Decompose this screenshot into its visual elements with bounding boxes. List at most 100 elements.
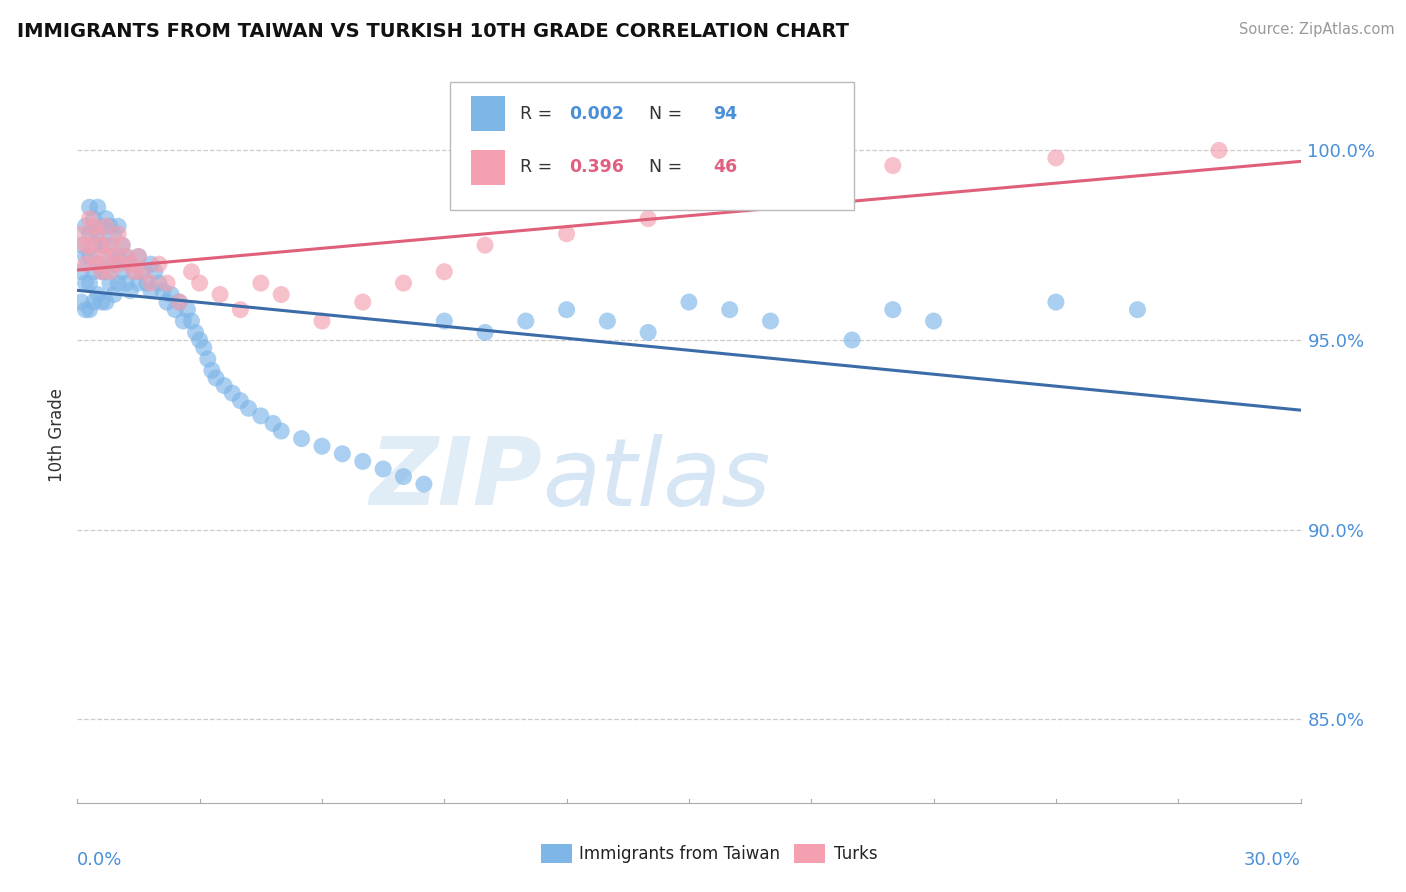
Point (1208, 144, 1230, 158)
Point (169, 295, 191, 310)
Text: 46: 46 (713, 158, 738, 177)
Point (98, 250, 121, 264)
Point (135, 276, 157, 290)
Point (718, 302, 741, 317)
Point (79, 276, 101, 290)
Point (98, 276, 121, 290)
Point (103, 250, 125, 264)
Point (184, 326, 207, 340)
Point (290, 432, 312, 446)
Point (922, 314, 945, 328)
Point (160, 287, 183, 301)
Point (90, 265, 112, 279)
Point (637, 326, 659, 340)
Point (98, 219, 121, 234)
Text: Source: ZipAtlas.com: Source: ZipAtlas.com (1239, 22, 1395, 37)
Point (139, 284, 162, 298)
Text: N =: N = (637, 158, 688, 177)
Point (180, 265, 202, 279)
Point (94, 211, 117, 226)
FancyBboxPatch shape (450, 81, 853, 211)
Point (107, 219, 129, 234)
Point (352, 454, 374, 468)
Point (165, 302, 187, 317)
Text: Immigrants from Taiwan: Immigrants from Taiwan (579, 845, 780, 863)
Point (75, 250, 97, 264)
Point (115, 276, 138, 290)
Point (87, 227, 110, 241)
Point (70, 227, 93, 241)
Point (115, 250, 138, 264)
Point (87, 257, 110, 271)
Point (152, 284, 174, 298)
Text: 94: 94 (713, 104, 738, 123)
Point (94, 219, 117, 234)
Point (250, 409, 273, 423)
Point (1045, 295, 1067, 310)
Point (94, 265, 117, 279)
Point (148, 276, 170, 290)
Point (212, 378, 235, 392)
Text: R =: R = (520, 158, 558, 177)
Point (83, 295, 105, 310)
Point (83, 211, 105, 226)
Point (352, 295, 374, 310)
Point (79, 302, 101, 317)
Point (111, 265, 134, 279)
FancyBboxPatch shape (471, 96, 506, 131)
Point (392, 276, 415, 290)
Point (882, 159, 904, 173)
Point (131, 265, 153, 279)
Point (221, 386, 243, 401)
Point (188, 333, 211, 347)
Point (107, 257, 129, 271)
Point (94, 295, 117, 310)
Point (127, 250, 149, 264)
Point (637, 211, 659, 226)
Point (75, 276, 97, 290)
Point (83, 238, 105, 252)
Point (262, 417, 284, 431)
Point (75, 219, 97, 234)
Point (882, 302, 904, 317)
Point (250, 276, 273, 290)
Point (311, 314, 333, 328)
Text: 0.0%: 0.0% (77, 851, 122, 869)
Point (87, 227, 110, 241)
Point (229, 393, 252, 408)
Point (759, 314, 782, 328)
Text: atlas: atlas (543, 434, 770, 524)
Point (596, 314, 619, 328)
Point (90, 238, 112, 252)
Point (98, 265, 121, 279)
Point (156, 295, 179, 310)
Point (70, 265, 93, 279)
Point (718, 189, 741, 203)
Point (111, 238, 134, 252)
Point (413, 477, 436, 491)
Point (515, 314, 537, 328)
Point (83, 250, 105, 264)
Point (90, 219, 112, 234)
Text: Turks: Turks (834, 845, 877, 863)
Point (1126, 302, 1149, 317)
Point (70, 238, 93, 252)
Point (127, 250, 149, 264)
Point (208, 287, 231, 301)
Text: N =: N = (637, 104, 688, 123)
Point (124, 265, 146, 279)
Point (111, 238, 134, 252)
Point (180, 314, 202, 328)
Point (103, 227, 125, 241)
Point (139, 276, 162, 290)
Point (90, 238, 112, 252)
Point (176, 302, 198, 317)
Point (474, 238, 496, 252)
Point (229, 302, 252, 317)
FancyBboxPatch shape (471, 150, 506, 185)
Point (120, 284, 142, 298)
Point (188, 276, 211, 290)
Point (87, 287, 110, 301)
Point (79, 200, 101, 214)
Point (75, 257, 97, 271)
